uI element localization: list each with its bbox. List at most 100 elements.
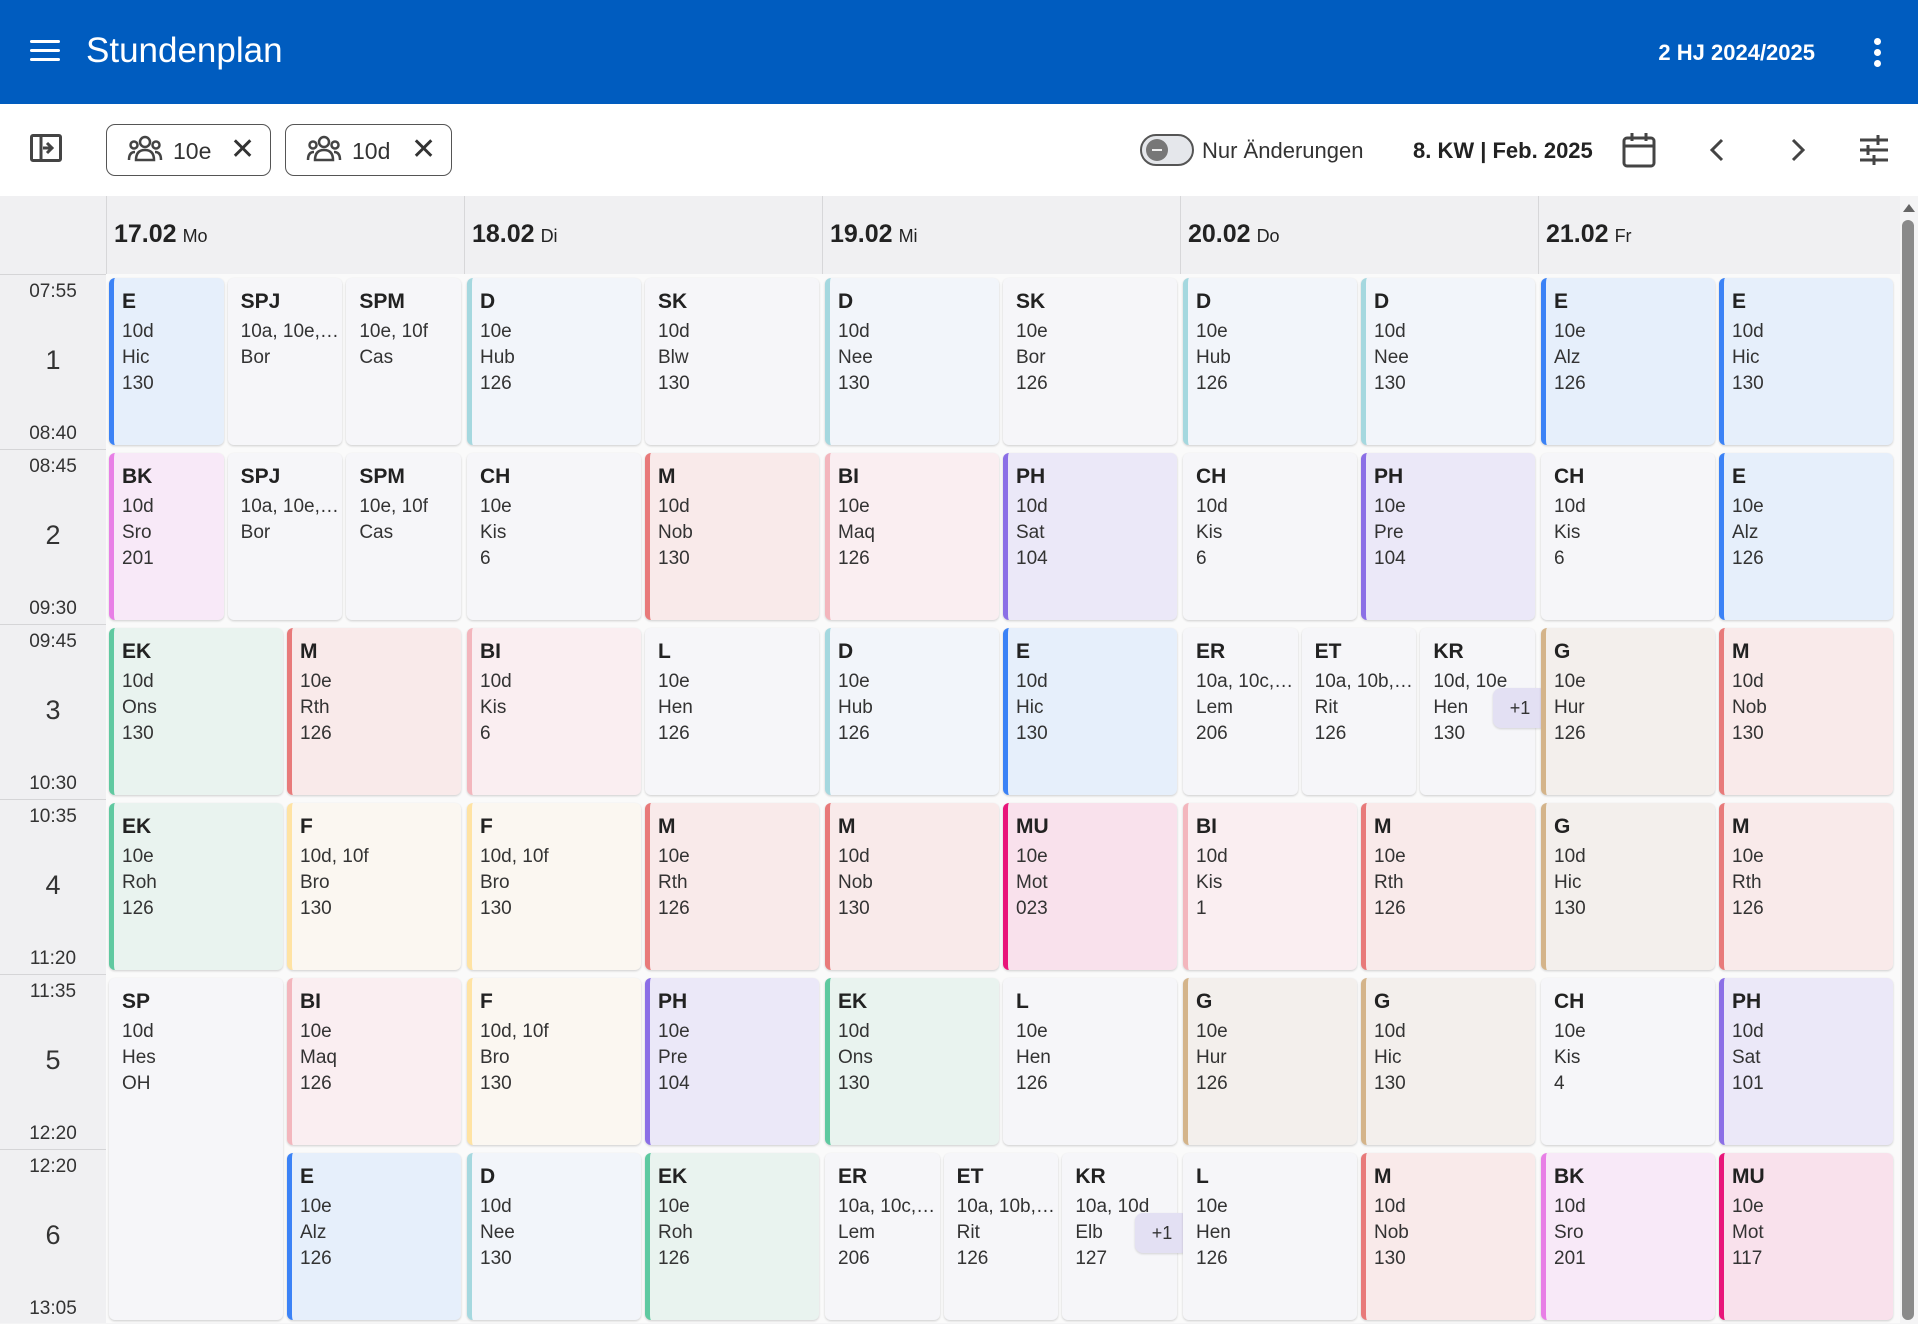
lesson-card[interactable]: F 10d, 10f Bro 130 bbox=[467, 803, 641, 970]
period-number: 1 bbox=[45, 345, 61, 375]
chevron-right-icon[interactable] bbox=[1782, 134, 1812, 166]
lesson-card[interactable]: D 10e Hub 126 bbox=[1183, 278, 1357, 445]
lesson-card[interactable]: SPM 10e, 10f Cas bbox=[346, 278, 461, 445]
lesson-card[interactable]: L 10e Hen 126 bbox=[645, 628, 819, 795]
lesson-teacher: Mot bbox=[1732, 1222, 1764, 1243]
lesson-card[interactable]: PH 10d Sat 101 bbox=[1719, 978, 1893, 1145]
lesson-card[interactable]: M 10d Nob 130 bbox=[1719, 628, 1893, 795]
lesson-card[interactable]: PH 10d Sat 104 bbox=[1003, 453, 1177, 620]
lesson-card[interactable]: SP 10d Hes OH bbox=[109, 978, 283, 1320]
lesson-card[interactable]: BI 10d Kis 1 bbox=[1183, 803, 1357, 970]
lesson-room: 6 bbox=[1554, 548, 1565, 569]
close-icon[interactable]: ✕ bbox=[230, 133, 256, 166]
lesson-card[interactable]: E 10d Hic 130 bbox=[109, 278, 224, 445]
more-lessons-badge[interactable]: +1 bbox=[1493, 688, 1547, 728]
lesson-card[interactable]: M 10e Rth 126 bbox=[1361, 803, 1535, 970]
lesson-card[interactable]: L 10e Hen 126 bbox=[1003, 978, 1177, 1145]
lesson-room: 104 bbox=[658, 1073, 690, 1094]
lesson-card[interactable]: M 10d Nob 130 bbox=[645, 453, 819, 620]
lesson-card[interactable]: G 10d Hic 130 bbox=[1361, 978, 1535, 1145]
lesson-card[interactable]: E 10d Hic 130 bbox=[1003, 628, 1177, 795]
lesson-room: 130 bbox=[480, 1073, 512, 1094]
lesson-card[interactable]: D 10e Hub 126 bbox=[467, 278, 641, 445]
lesson-card[interactable]: CH 10d Kis 6 bbox=[1541, 453, 1715, 620]
lesson-card[interactable]: D 10d Nee 130 bbox=[825, 278, 999, 445]
sidebar-toggle-icon[interactable] bbox=[30, 134, 62, 162]
scroll-up-arrow-icon[interactable] bbox=[1903, 204, 1915, 212]
day-header: 20.02 Do bbox=[1180, 196, 1538, 274]
filter-chip-10d[interactable]: 10d ✕ bbox=[285, 124, 452, 176]
lesson-card[interactable]: L 10e Hen 126 bbox=[1183, 1153, 1357, 1320]
filter-chip-10e[interactable]: 10e ✕ bbox=[106, 124, 271, 176]
lesson-card[interactable]: F 10d, 10f Bro 130 bbox=[287, 803, 461, 970]
lesson-card[interactable]: CH 10d Kis 6 bbox=[1183, 453, 1357, 620]
lesson-card[interactable]: G 10d Hic 130 bbox=[1541, 803, 1715, 970]
lesson-card[interactable]: E 10d Hic 130 bbox=[1719, 278, 1893, 445]
lesson-card[interactable]: E 10e Alz 126 bbox=[1541, 278, 1715, 445]
lesson-card[interactable]: BI 10d Kis 6 bbox=[467, 628, 641, 795]
lesson-card[interactable]: G 10e Hur 126 bbox=[1183, 978, 1357, 1145]
lesson-card[interactable]: CH 10e Kis 6 bbox=[467, 453, 641, 620]
lesson-card[interactable]: M 10d Nob 130 bbox=[825, 803, 999, 970]
scrollbar[interactable] bbox=[1900, 196, 1918, 1323]
lesson-card[interactable]: M 10e Rth 126 bbox=[645, 803, 819, 970]
lesson-subject: SK bbox=[658, 290, 688, 313]
lesson-room: 126 bbox=[1314, 723, 1347, 744]
lesson-card[interactable]: E 10e Alz 126 bbox=[1719, 453, 1893, 620]
lesson-card[interactable]: BI 10e Maq 126 bbox=[287, 978, 461, 1145]
lesson-subject: EK bbox=[122, 640, 152, 663]
lesson-card[interactable]: BK 10d Sro 201 bbox=[109, 453, 224, 620]
lesson-card[interactable]: EK 10e Roh 126 bbox=[109, 803, 283, 970]
lesson-classes: 10d, 10f bbox=[300, 846, 369, 867]
lesson-card[interactable]: SPM 10e, 10f Cas bbox=[346, 453, 461, 620]
lesson-card[interactable]: ER 10a, 10c, 10e Lem 206 bbox=[1183, 628, 1298, 795]
calendar-icon[interactable] bbox=[1622, 132, 1656, 173]
lesson-card[interactable]: E 10e Alz 126 bbox=[287, 1153, 461, 1320]
lesson-subject: ER bbox=[1196, 640, 1226, 663]
lesson-card[interactable]: CH 10e Kis 4 bbox=[1541, 978, 1715, 1145]
lesson-subject: M bbox=[658, 815, 676, 838]
lesson-card[interactable]: BK 10d Sro 201 bbox=[1541, 1153, 1715, 1320]
more-lessons-badge[interactable]: +1 bbox=[1135, 1213, 1189, 1253]
lesson-card[interactable]: SK 10e Bor 126 bbox=[1003, 278, 1177, 445]
lesson-card[interactable]: D 10d Nee 130 bbox=[467, 1153, 641, 1320]
lesson-card[interactable]: EK 10d Ons 130 bbox=[825, 978, 999, 1145]
lesson-card[interactable]: MU 10e Mot 023 bbox=[1003, 803, 1177, 970]
changes-only-toggle[interactable] bbox=[1140, 134, 1194, 166]
lesson-card[interactable]: SPJ 10a, 10e, 10f Bor bbox=[227, 453, 343, 620]
lesson-teacher: Nob bbox=[658, 522, 693, 543]
lesson-card[interactable]: D 10e Hub 126 bbox=[825, 628, 999, 795]
settings-tune-icon[interactable] bbox=[1858, 134, 1890, 171]
lesson-card[interactable]: PH 10e Pre 104 bbox=[645, 978, 819, 1145]
lesson-card[interactable]: SK 10d Blw 130 bbox=[645, 278, 819, 445]
lesson-card[interactable]: BI 10e Maq 126 bbox=[825, 453, 999, 620]
chevron-left-icon[interactable] bbox=[1703, 134, 1733, 166]
lesson-card[interactable]: M 10d Nob 130 bbox=[1361, 1153, 1535, 1320]
lesson-card[interactable]: EK 10e Roh 126 bbox=[645, 1153, 819, 1320]
lesson-teacher: Bro bbox=[480, 872, 510, 893]
lesson-subject: SPJ bbox=[240, 465, 281, 488]
lesson-room: 201 bbox=[1554, 1248, 1586, 1269]
lesson-subject: L bbox=[1196, 1165, 1209, 1188]
lesson-card[interactable]: M 10e Rth 126 bbox=[1719, 803, 1893, 970]
lesson-card[interactable]: F 10d, 10f Bro 130 bbox=[467, 978, 641, 1145]
lesson-card[interactable]: ER 10a, 10c, 10e Lem 206 bbox=[825, 1153, 940, 1320]
close-icon[interactable]: ✕ bbox=[411, 133, 437, 166]
lesson-card[interactable]: PH 10e Pre 104 bbox=[1361, 453, 1535, 620]
scroll-thumb[interactable] bbox=[1902, 220, 1914, 1320]
lesson-card[interactable]: M 10e Rth 126 bbox=[287, 628, 461, 795]
lesson-card[interactable]: EK 10d Ons 130 bbox=[109, 628, 283, 795]
lesson-card[interactable]: ET 10a, 10b, 10e Rit 126 bbox=[1301, 628, 1417, 795]
more-options-icon[interactable] bbox=[1872, 36, 1882, 70]
menu-icon[interactable] bbox=[30, 36, 62, 66]
lesson-room: 6 bbox=[480, 548, 491, 569]
lesson-card[interactable]: MU 10e Mot 117 bbox=[1719, 1153, 1893, 1320]
lesson-room: 201 bbox=[122, 548, 154, 569]
lesson-card[interactable]: G 10e Hur 126 bbox=[1541, 628, 1715, 795]
lesson-card[interactable]: D 10d Nee 130 bbox=[1361, 278, 1535, 445]
lesson-room: 126 bbox=[1732, 898, 1764, 919]
lesson-card[interactable]: ET 10a, 10b, 10e Rit 126 bbox=[943, 1153, 1059, 1320]
lesson-teacher: Rth bbox=[1732, 872, 1762, 893]
semester-label[interactable]: 2 HJ 2024/2025 bbox=[1658, 40, 1815, 65]
lesson-card[interactable]: SPJ 10a, 10e, 10f Bor bbox=[227, 278, 343, 445]
